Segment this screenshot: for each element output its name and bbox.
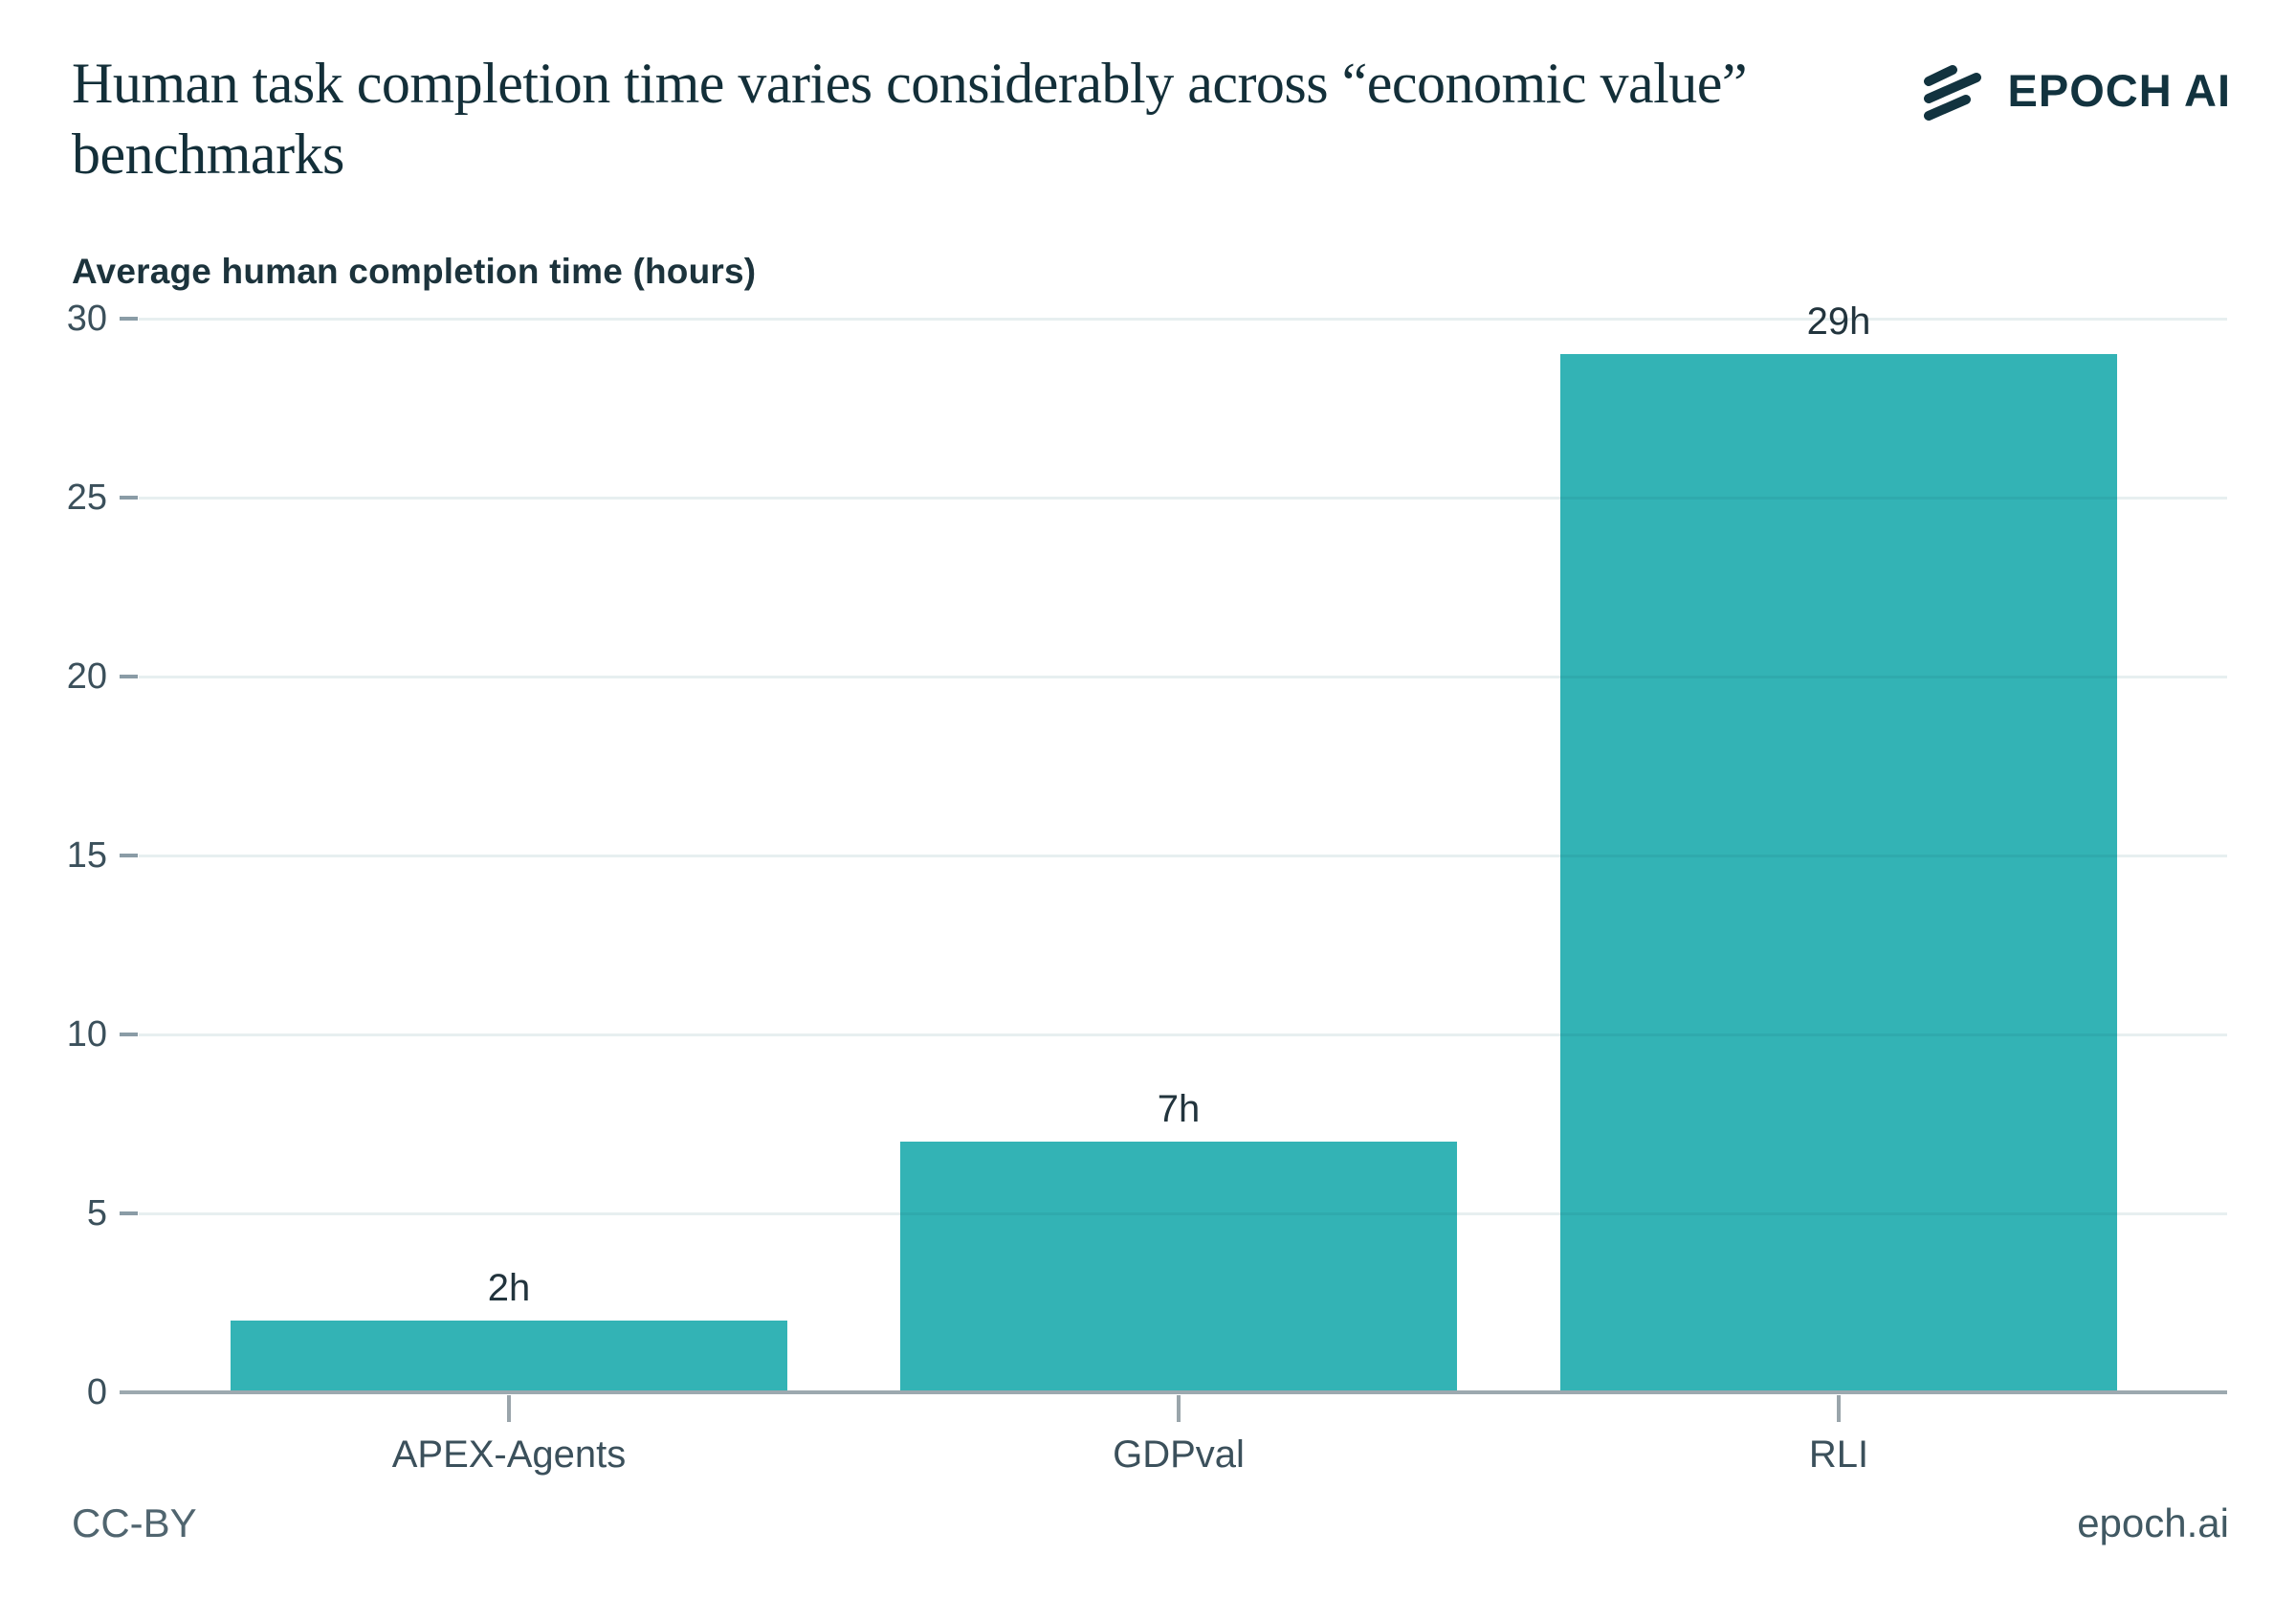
y-axis-label-30: 30 (66, 299, 107, 339)
y-axis-label-20: 20 (66, 656, 107, 697)
y-axis-tick (120, 1033, 138, 1036)
x-axis-line (120, 1390, 2227, 1394)
gridline-20 (139, 676, 2227, 678)
gridline-25 (139, 497, 2227, 500)
y-axis-label-0: 0 (86, 1372, 107, 1412)
gridline-30 (139, 318, 2227, 321)
y-axis-label-10: 10 (66, 1014, 107, 1055)
gridline-10 (139, 1033, 2227, 1036)
x-axis-tick (507, 1395, 511, 1422)
y-axis-title: Average human completion time (hours) (72, 252, 757, 291)
bar-value-label: 2h (487, 1267, 531, 1310)
site-link[interactable]: epoch.ai (2077, 1500, 2229, 1545)
y-axis-tick (120, 854, 138, 857)
y-axis-tick (120, 496, 138, 500)
gridline-5 (139, 1212, 2227, 1215)
license-label: CC-BY (72, 1500, 197, 1545)
x-axis-tick (1837, 1395, 1841, 1422)
epoch-logo-icon (1918, 56, 1987, 124)
y-axis-tick (120, 317, 138, 321)
page-title: Human task completion time varies consid… (72, 52, 1748, 186)
y-axis-tick (120, 1211, 138, 1215)
bar-RLI (1560, 354, 2117, 1392)
x-axis-label-RLI: RLI (1808, 1433, 1869, 1476)
y-axis-tick (120, 675, 138, 678)
y-axis-label-5: 5 (86, 1193, 107, 1233)
epoch-ai-logo[interactable]: EPOCH AI (1918, 56, 2231, 124)
bar-value-label: 29h (1806, 300, 1871, 344)
bar-APEX-Agents (231, 1321, 787, 1392)
bar-value-label: 7h (1157, 1088, 1201, 1131)
x-axis-tick (1177, 1395, 1181, 1422)
x-axis-label-APEX-Agents: APEX-Agents (391, 1433, 627, 1476)
epoch-logo-wordmark: EPOCH AI (2007, 64, 2231, 116)
gridline-15 (139, 855, 2227, 857)
bar-GDPval (900, 1142, 1457, 1392)
y-axis-label-25: 25 (66, 478, 107, 518)
y-axis-label-15: 15 (66, 835, 107, 876)
x-axis-label-GDPval: GDPval (1113, 1433, 1245, 1476)
